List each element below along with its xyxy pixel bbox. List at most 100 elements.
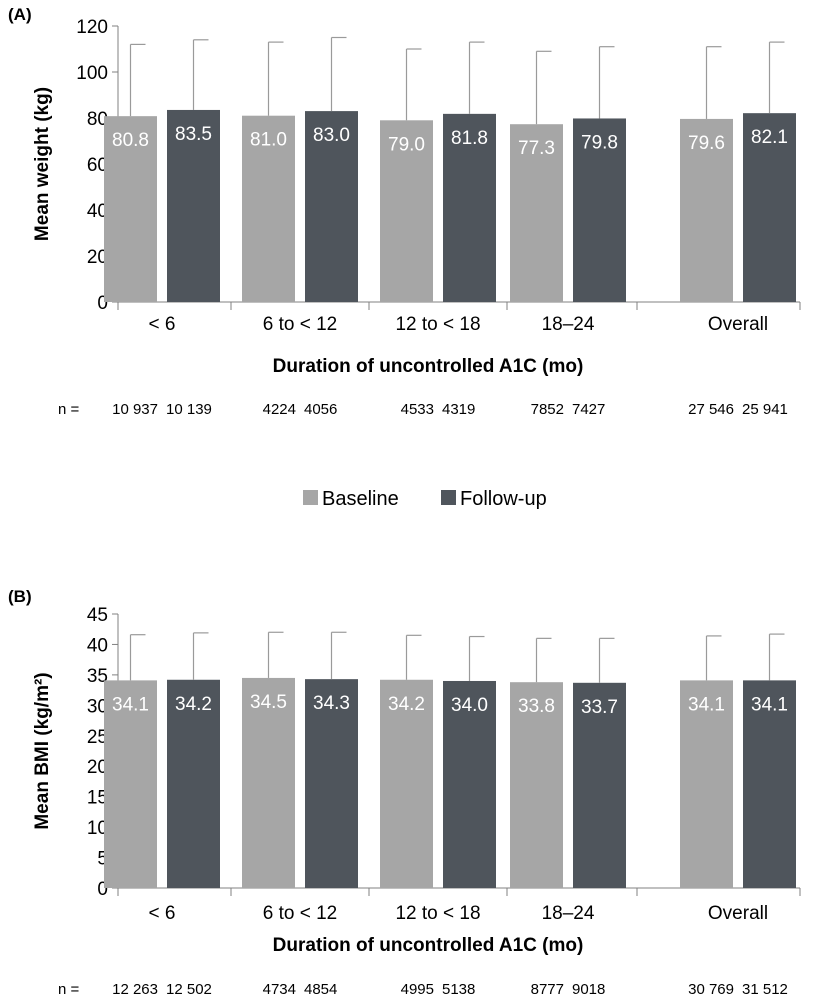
panel-a-weight-chart: (A) 0 20 40 60 80 100 120 Mean weight (kg) 80.8 83… [8, 5, 801, 418]
y-tick-label: 10 [87, 818, 108, 839]
n-follow-up: 10 139 [166, 401, 212, 418]
bar-follow-up [743, 113, 796, 302]
data-label: 82.1 [751, 127, 788, 148]
y-tick-label: 60 [87, 155, 108, 176]
y-tick-label: 35 [87, 666, 108, 687]
data-label: 80.8 [112, 130, 149, 151]
panel-b-bmi-chart: (B) 0 5 10 15 20 25 30 35 40 45 Mean BMI (kg/m²) 34.… [8, 587, 801, 998]
n-baseline: 27 546 [688, 401, 734, 418]
bar-follow-up [743, 680, 796, 888]
y-tick-label: 45 [87, 605, 108, 626]
n-baseline: 7852 [531, 401, 564, 418]
x-axis-title: Duration of uncontrolled A1C (mo) [273, 356, 584, 377]
data-label: 77.3 [518, 138, 555, 159]
y-tick-label: 80 [87, 109, 108, 130]
y-tick-label: 20 [87, 757, 108, 778]
bar-follow-up [167, 109, 220, 302]
n-prefix: n = [58, 981, 80, 998]
x-axis-title: Duration of uncontrolled A1C (mo) [273, 935, 584, 956]
x-category-label: Overall [708, 314, 768, 335]
y-tick-label: 20 [87, 247, 108, 268]
bar-follow-up [443, 113, 496, 302]
x-category-label: < 6 [149, 314, 176, 335]
data-label: 83.5 [175, 124, 212, 145]
n-baseline: 8777 [531, 981, 564, 998]
bar-baseline [380, 679, 433, 888]
bar-follow-up [573, 118, 626, 303]
panel-label: (A) [8, 5, 32, 24]
n-baseline: 4995 [401, 981, 434, 998]
legend: Baseline Follow-up [303, 488, 547, 510]
x-category-label: Overall [708, 903, 768, 924]
y-tick-label: 100 [76, 63, 108, 84]
y-tick-label: 30 [87, 696, 108, 717]
data-label: 34.1 [112, 694, 149, 715]
n-baseline: 4224 [263, 401, 296, 418]
legend-label: Baseline [322, 488, 399, 510]
data-label: 33.7 [581, 697, 618, 718]
bar-baseline [104, 116, 157, 302]
bar-follow-up [443, 680, 496, 888]
data-label: 81.0 [250, 130, 287, 151]
y-tick-label: 15 [87, 788, 108, 809]
y-tick-label: 120 [76, 17, 108, 38]
data-label: 34.3 [313, 693, 350, 714]
x-category-label: 18–24 [542, 903, 595, 924]
y-axis-title: Mean weight (kg) [32, 87, 53, 241]
n-follow-up: 4854 [304, 981, 337, 998]
x-category-label: 6 to < 12 [263, 903, 337, 924]
data-label: 33.8 [518, 696, 555, 717]
n-follow-up: 5138 [442, 981, 475, 998]
data-label: 83.0 [313, 125, 350, 146]
bar-baseline [510, 124, 563, 303]
panel-label: (B) [8, 587, 32, 606]
data-label: 34.2 [388, 694, 425, 715]
bar-follow-up [167, 679, 220, 888]
data-label: 79.0 [388, 134, 425, 155]
data-label: 34.0 [451, 695, 488, 716]
n-baseline: 10 937 [112, 401, 158, 418]
bar-follow-up [573, 682, 626, 888]
n-baseline: 4533 [401, 401, 434, 418]
n-follow-up: 9018 [572, 981, 605, 998]
legend-swatch-follow-up [441, 490, 456, 505]
y-tick-label: 25 [87, 727, 108, 748]
n-follow-up: 12 502 [166, 981, 212, 998]
data-label: 34.2 [175, 694, 212, 715]
bar-baseline [104, 680, 157, 888]
n-follow-up: 7427 [572, 401, 605, 418]
y-tick-label: 5 [97, 849, 108, 870]
data-label: 34.1 [751, 694, 788, 715]
bar-follow-up [305, 679, 358, 888]
legend-swatch-baseline [303, 490, 318, 505]
x-category-label: 6 to < 12 [263, 314, 337, 335]
data-label: 34.1 [688, 694, 725, 715]
y-tick-label: 40 [87, 635, 108, 656]
n-baseline: 12 263 [112, 981, 158, 998]
n-follow-up: 4056 [304, 401, 337, 418]
bar-baseline [680, 118, 733, 302]
y-tick-label: 40 [87, 201, 108, 222]
y-tick-label: 0 [97, 293, 108, 314]
bar-follow-up [305, 111, 358, 302]
x-category-label: 18–24 [542, 314, 595, 335]
x-category-label: 12 to < 18 [395, 314, 480, 335]
data-label: 79.8 [581, 132, 618, 153]
legend-label: Follow-up [460, 488, 547, 510]
n-follow-up: 31 512 [742, 981, 788, 998]
bar-baseline [510, 682, 563, 888]
bar-baseline [380, 120, 433, 302]
data-label: 79.6 [688, 133, 725, 154]
data-label: 34.5 [250, 692, 287, 713]
n-baseline: 30 769 [688, 981, 734, 998]
x-category-label: 12 to < 18 [395, 903, 480, 924]
data-label: 81.8 [451, 128, 488, 149]
n-baseline: 4734 [263, 981, 296, 998]
bar-baseline [680, 680, 733, 888]
bar-baseline [242, 677, 295, 888]
n-prefix: n = [58, 401, 80, 418]
y-tick-label: 0 [97, 879, 108, 900]
bar-baseline [242, 115, 295, 302]
n-follow-up: 25 941 [742, 401, 788, 418]
